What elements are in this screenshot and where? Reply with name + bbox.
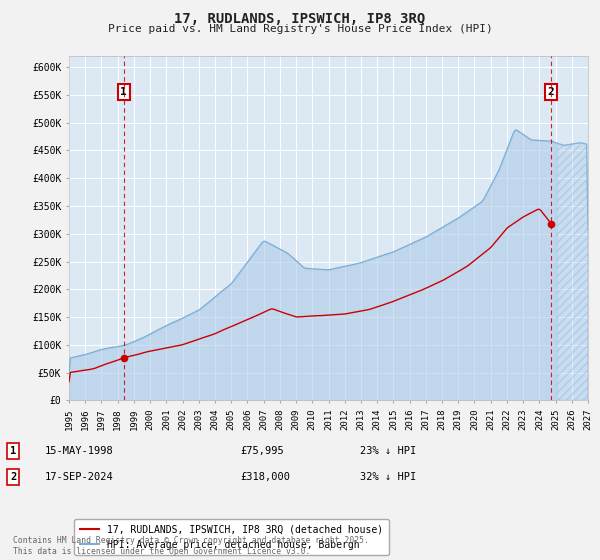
Text: 2: 2 [548,87,554,97]
Text: £75,995: £75,995 [240,446,284,456]
Text: 17, RUDLANDS, IPSWICH, IP8 3RQ: 17, RUDLANDS, IPSWICH, IP8 3RQ [175,12,425,26]
Text: 23% ↓ HPI: 23% ↓ HPI [360,446,416,456]
Text: 1: 1 [120,87,127,97]
Text: Price paid vs. HM Land Registry's House Price Index (HPI): Price paid vs. HM Land Registry's House … [107,24,493,34]
Text: 17-SEP-2024: 17-SEP-2024 [45,472,114,482]
Legend: 17, RUDLANDS, IPSWICH, IP8 3RQ (detached house), HPI: Average price, detached ho: 17, RUDLANDS, IPSWICH, IP8 3RQ (detached… [74,519,389,556]
Text: Contains HM Land Registry data © Crown copyright and database right 2025.
This d: Contains HM Land Registry data © Crown c… [13,536,369,556]
Text: £318,000: £318,000 [240,472,290,482]
Text: 32% ↓ HPI: 32% ↓ HPI [360,472,416,482]
Text: 2: 2 [10,472,16,482]
Text: 15-MAY-1998: 15-MAY-1998 [45,446,114,456]
Text: 1: 1 [10,446,16,456]
